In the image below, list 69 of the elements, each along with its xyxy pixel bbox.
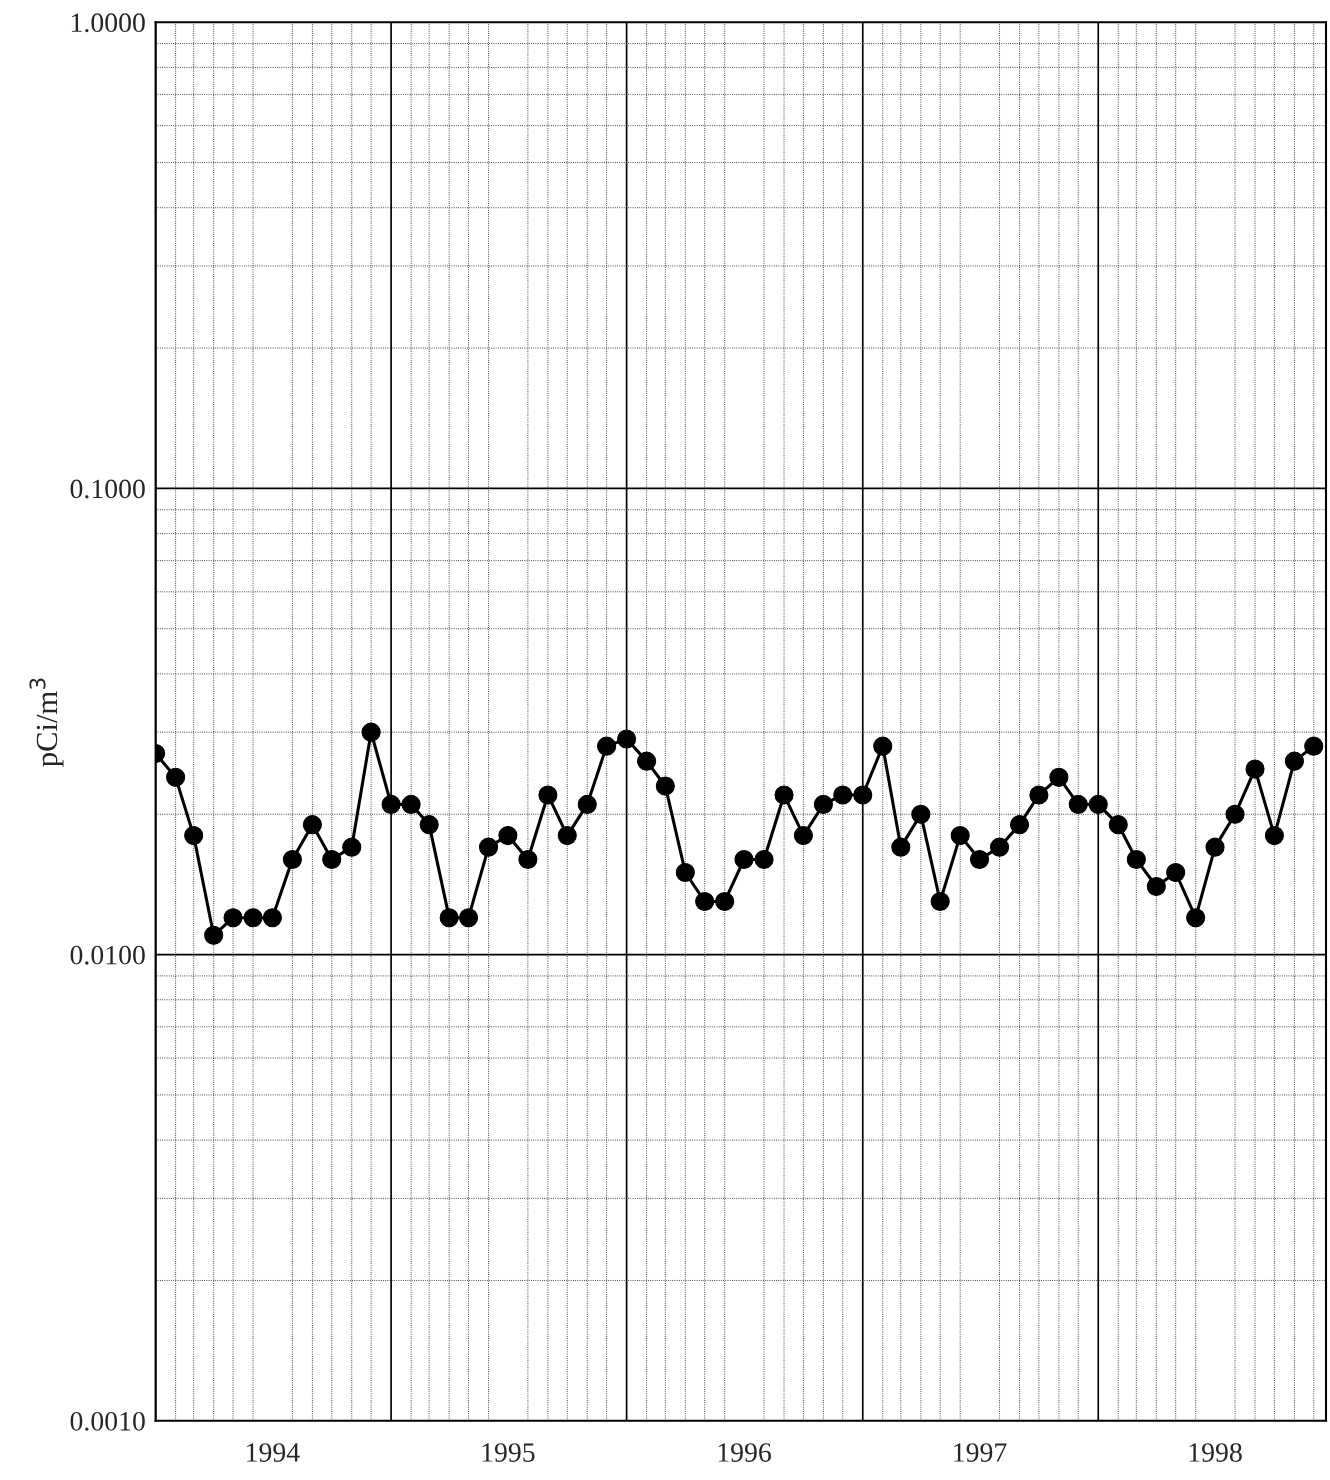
- point: [184, 826, 204, 846]
- point: [734, 849, 754, 869]
- point: [597, 736, 617, 756]
- point: [1009, 815, 1030, 835]
- y-tick-label: 1.0000: [71, 13, 145, 33]
- point: [1186, 908, 1206, 928]
- point: [1264, 826, 1284, 846]
- point: [518, 849, 538, 869]
- x-tick-label: 1998: [1189, 1443, 1242, 1462]
- x-tick-label: 1996: [718, 1443, 771, 1462]
- point: [754, 849, 774, 869]
- point: [223, 908, 243, 928]
- point: [655, 776, 675, 796]
- point: [813, 794, 833, 814]
- point: [557, 826, 577, 846]
- point: [1088, 794, 1108, 814]
- point: [498, 826, 518, 846]
- y-tick-label: 0.0010: [70, 1411, 145, 1431]
- point: [381, 794, 401, 814]
- y-tick-label: 0.0100: [70, 945, 145, 965]
- point: [1126, 849, 1146, 869]
- point: [891, 837, 911, 857]
- point: [478, 837, 499, 857]
- point: [577, 794, 597, 814]
- point: [361, 722, 381, 742]
- point: [401, 794, 421, 814]
- point: [1029, 785, 1049, 805]
- point: [637, 751, 657, 771]
- point: [950, 826, 970, 846]
- point: [1108, 815, 1128, 835]
- point: [538, 785, 558, 805]
- point: [1146, 876, 1166, 897]
- point: [458, 908, 479, 928]
- x-tick-label: 1994: [247, 1443, 300, 1462]
- point: [969, 849, 990, 869]
- point: [617, 729, 637, 749]
- point: [166, 767, 186, 787]
- y-tick-label: 0.1000: [70, 479, 145, 499]
- point: [1166, 862, 1186, 883]
- x-tick-label: 1997: [954, 1443, 1007, 1462]
- point: [833, 785, 853, 805]
- point: [342, 837, 362, 857]
- point: [930, 891, 950, 912]
- point: [1225, 804, 1245, 824]
- point: [774, 785, 794, 805]
- point: [675, 862, 695, 883]
- point: [1049, 767, 1069, 787]
- point: [1245, 759, 1265, 779]
- point: [1284, 751, 1304, 771]
- point: [911, 804, 931, 824]
- point: [282, 849, 302, 869]
- point: [302, 815, 322, 835]
- point: [853, 785, 873, 805]
- point: [715, 891, 735, 912]
- point: [322, 849, 342, 869]
- y-axis-title: pCi/m$^{3}$: [29, 678, 64, 767]
- point: [1205, 837, 1225, 857]
- point: [419, 815, 439, 835]
- point: [989, 837, 1010, 857]
- x-tick-label: 1995: [482, 1443, 535, 1462]
- point: [439, 908, 459, 928]
- point: [1304, 736, 1324, 756]
- point: [204, 925, 224, 945]
- point: [873, 736, 893, 756]
- point: [1068, 794, 1088, 814]
- point: [243, 908, 263, 928]
- point: [695, 891, 715, 912]
- point: [262, 908, 282, 928]
- point: [793, 826, 813, 846]
